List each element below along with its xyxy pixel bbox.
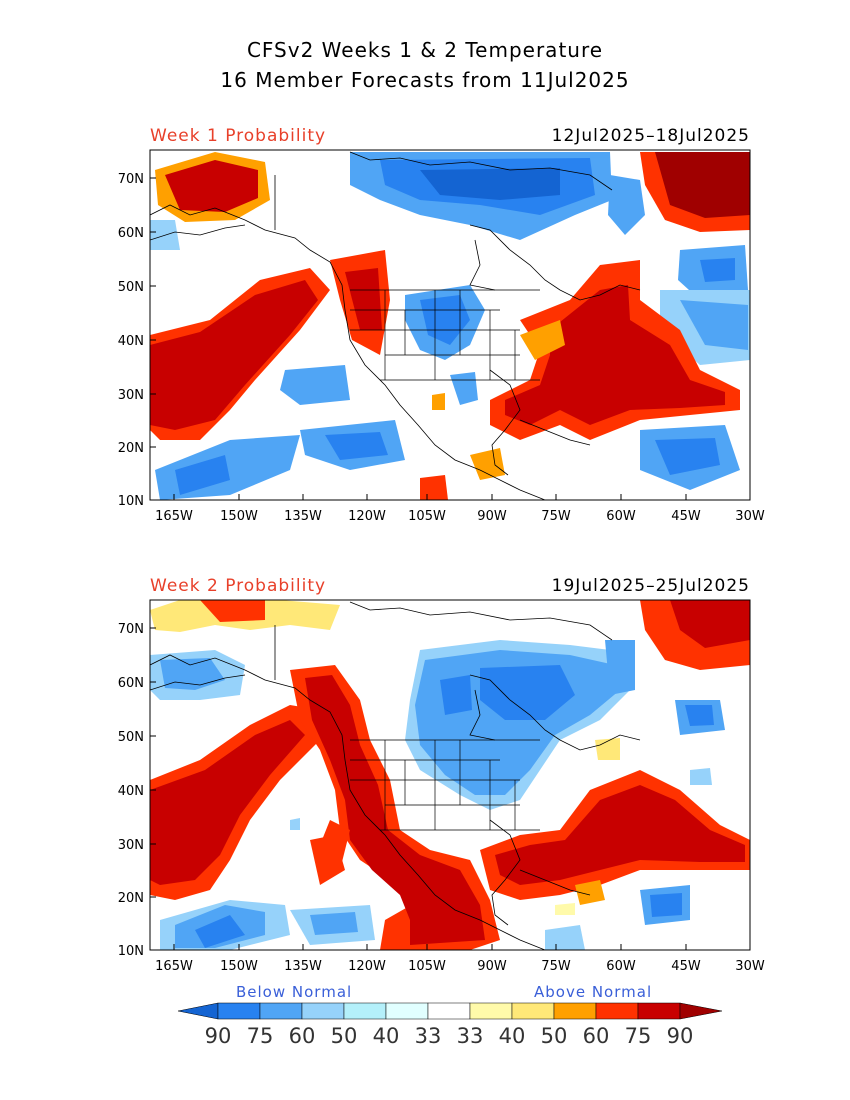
panel1-label: Week 1 Probability xyxy=(150,126,327,146)
lon-tick-label: 135W xyxy=(284,959,322,974)
lat-tick-label: 40N xyxy=(118,334,144,349)
week2-above-normal-areas xyxy=(150,600,750,950)
legend-tick-label: 40 xyxy=(373,1024,400,1048)
chart-title-line-2: 16 Member Forecasts from 11Jul2025 xyxy=(220,68,630,92)
lat-tick-label: 20N xyxy=(118,441,144,456)
lon-tick-label: 30W xyxy=(735,509,765,524)
legend-tick-label: 90 xyxy=(667,1024,694,1048)
panel1-dates: 12Jul2025–18Jul2025 xyxy=(551,126,750,146)
lat-tick-label: 10N xyxy=(118,944,144,959)
legend-tick-label: 60 xyxy=(289,1024,316,1048)
legend-swatch xyxy=(217,1002,261,1020)
legend-swatch xyxy=(469,1002,513,1020)
legend-swatch xyxy=(511,1002,555,1020)
panel2-label: Week 2 Probability xyxy=(150,576,327,596)
legend-tick-label: 90 xyxy=(205,1024,232,1048)
lon-tick-label: 60W xyxy=(606,959,636,974)
week1-us-borders xyxy=(350,289,540,381)
legend-tick-label: 33 xyxy=(457,1024,484,1048)
legend-swatch xyxy=(553,1002,597,1020)
legend-colorbar: 90 75 60 50 40 33 33 40 50 60 75 90 xyxy=(177,1002,723,1048)
legend-tick-label: 50 xyxy=(541,1024,568,1048)
week2-coastlines xyxy=(150,601,641,950)
legend-swatch xyxy=(637,1002,681,1020)
lat-tick-label: 70N xyxy=(118,172,144,187)
lat-tick-label: 10N xyxy=(118,494,144,509)
week1-probability-field xyxy=(150,150,750,500)
legend-arrow-left xyxy=(177,1002,219,1020)
legend-tick-label: 75 xyxy=(625,1024,652,1048)
map-axes: 70N 60N 50N 40N 30N 20N 10N 165W 150W 135W 120W 105… xyxy=(118,172,765,974)
chart-title-line-1: CFSv2 Weeks 1 & 2 Temperature xyxy=(246,38,604,62)
lon-tick-label: 75W xyxy=(541,509,571,524)
legend-above-normal-label: Above Normal xyxy=(534,983,653,1001)
lon-tick-label: 30W xyxy=(735,959,765,974)
week2-us-borders xyxy=(350,739,540,831)
lat-tick-label: 50N xyxy=(118,730,144,745)
week1-below-normal-areas xyxy=(150,152,750,500)
lat-tick-label: 70N xyxy=(118,622,144,637)
panel2-dates: 19Jul2025–25Jul2025 xyxy=(551,576,750,596)
lat-tick-label: 60N xyxy=(118,226,144,241)
legend-below-normal-label: Below Normal xyxy=(236,983,353,1001)
legend-tick-label: 33 xyxy=(415,1024,442,1048)
lat-tick-label: 20N xyxy=(118,891,144,906)
legend-tick-label: 50 xyxy=(331,1024,358,1048)
legend-tick-label: 40 xyxy=(499,1024,526,1048)
legend-swatch xyxy=(427,1002,471,1020)
lat-tick-label: 40N xyxy=(118,784,144,799)
week1-above-normal-areas xyxy=(150,152,750,500)
lon-tick-label: 165W xyxy=(155,959,193,974)
week2-below-normal-areas xyxy=(150,640,725,950)
week2-probability-field xyxy=(150,600,750,950)
legend-swatch xyxy=(259,1002,303,1020)
lon-tick-label: 75W xyxy=(541,959,571,974)
lat-tick-label: 50N xyxy=(118,280,144,295)
week1-coastlines xyxy=(150,151,641,500)
legend-swatch xyxy=(385,1002,429,1020)
lon-tick-label: 105W xyxy=(408,509,446,524)
lon-tick-label: 135W xyxy=(284,509,322,524)
legend-tick-label: 60 xyxy=(583,1024,610,1048)
legend-arrow-right xyxy=(679,1002,723,1020)
lat-tick-label: 30N xyxy=(118,388,144,403)
legend-swatch xyxy=(595,1002,639,1020)
legend-tick-label: 75 xyxy=(247,1024,274,1048)
lon-tick-label: 120W xyxy=(348,509,386,524)
lon-tick-label: 120W xyxy=(348,959,386,974)
lon-tick-label: 150W xyxy=(220,509,258,524)
lon-tick-label: 105W xyxy=(408,959,446,974)
lon-tick-label: 45W xyxy=(671,959,701,974)
lon-tick-label: 90W xyxy=(477,509,507,524)
lon-tick-label: 150W xyxy=(220,959,258,974)
lat-tick-label: 30N xyxy=(118,838,144,853)
lon-tick-label: 45W xyxy=(671,509,701,524)
lon-tick-label: 90W xyxy=(477,959,507,974)
legend-swatch xyxy=(301,1002,345,1020)
lon-tick-label: 165W xyxy=(155,509,193,524)
lat-tick-label: 60N xyxy=(118,676,144,691)
lon-tick-label: 60W xyxy=(606,509,636,524)
legend-swatch xyxy=(343,1002,387,1020)
